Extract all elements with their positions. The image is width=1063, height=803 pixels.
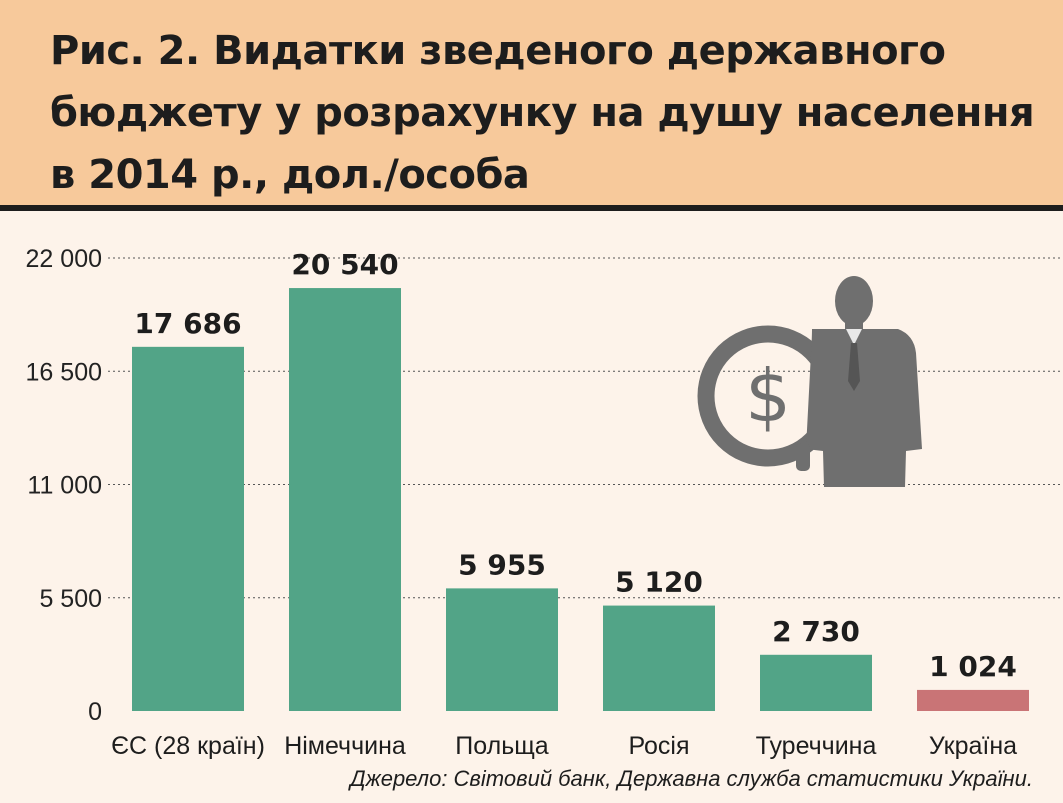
source-note: Джерело: Світовий банк, Державна служба … bbox=[350, 766, 1033, 791]
bar-chart: 0 5 500 11 000 16 500 22 000 17 686 20 540 5 9… bbox=[26, 245, 1063, 760]
bar bbox=[132, 346, 244, 711]
category-label: Німеччина bbox=[284, 732, 406, 760]
bar bbox=[603, 605, 715, 711]
data-label: 20 540 bbox=[291, 248, 398, 281]
category-label: Туреччина bbox=[756, 732, 877, 760]
y-tick-label: 0 bbox=[88, 698, 102, 726]
bar bbox=[760, 654, 872, 711]
data-labels: 17 686 20 540 5 955 5 120 2 730 1 024 bbox=[134, 248, 1016, 683]
data-label: 5 955 bbox=[458, 548, 546, 581]
category-label: Росія bbox=[628, 732, 689, 760]
category-label: ЄС (28 країн) bbox=[111, 732, 265, 760]
y-tick-label: 22 000 bbox=[26, 245, 102, 273]
bar bbox=[446, 588, 558, 711]
category-label: Польща bbox=[455, 732, 549, 760]
chart-title: Рис. 2. Видатки зведеного державного бюд… bbox=[50, 28, 1035, 198]
header-banner: Рис. 2. Видатки зведеного державного бюд… bbox=[0, 0, 1063, 211]
bar bbox=[917, 689, 1029, 711]
businessman-icon bbox=[796, 276, 922, 487]
data-label: 1 024 bbox=[929, 650, 1017, 683]
category-label: Україна bbox=[929, 732, 1017, 760]
y-tick-label: 16 500 bbox=[26, 358, 102, 386]
data-label: 17 686 bbox=[134, 307, 241, 340]
y-tick-label: 5 500 bbox=[39, 585, 102, 613]
bar bbox=[289, 288, 401, 711]
data-label: 2 730 bbox=[772, 615, 860, 648]
category-labels: ЄС (28 країн) Німеччина Польща Росія Туреччи… bbox=[111, 732, 1017, 760]
data-label: 5 120 bbox=[615, 566, 703, 599]
y-axis-ticks: 0 5 500 11 000 16 500 22 000 bbox=[26, 245, 102, 726]
y-tick-label: 11 000 bbox=[27, 472, 102, 500]
svg-text:$: $ bbox=[745, 354, 791, 438]
bars bbox=[132, 288, 1029, 711]
